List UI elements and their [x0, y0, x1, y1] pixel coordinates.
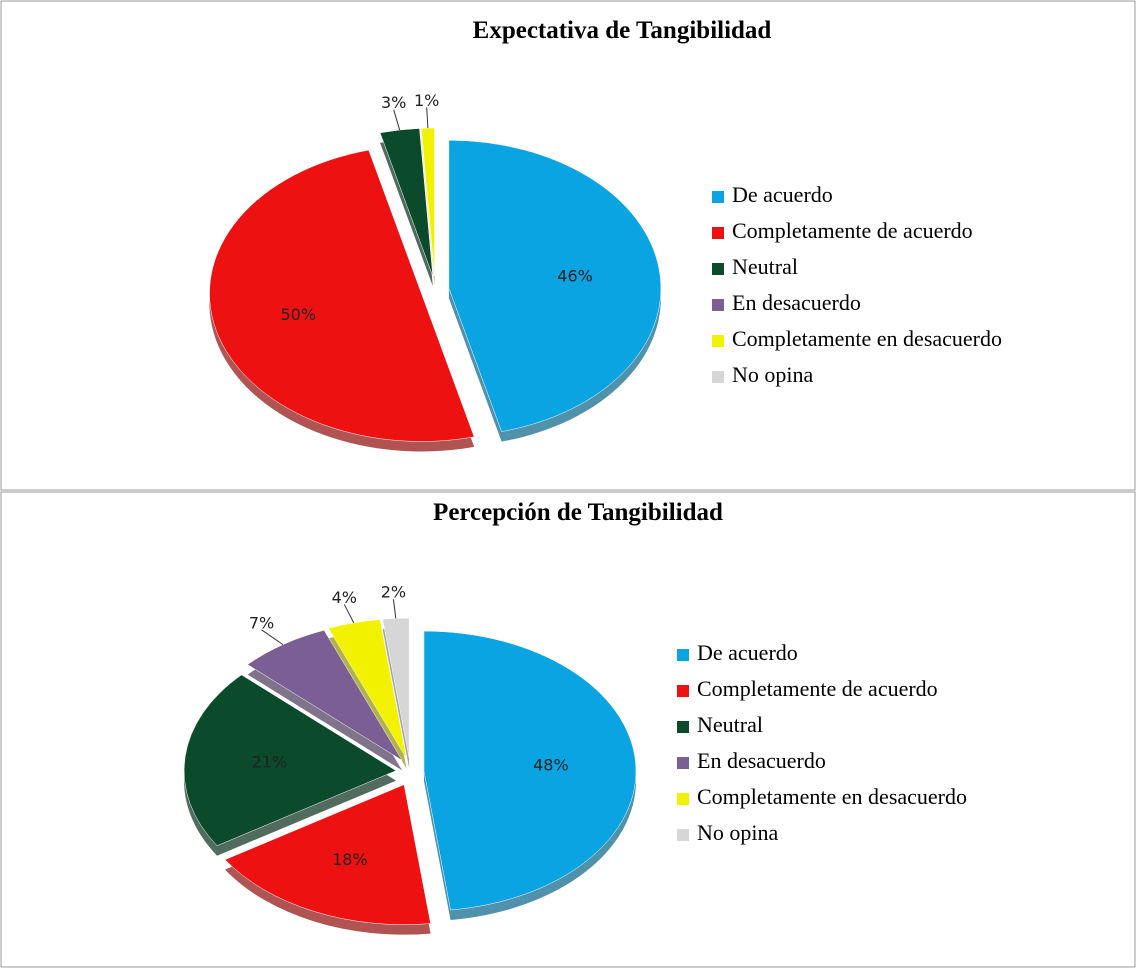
chart-title: Percepción de Tangibilidad: [433, 499, 723, 526]
legend-swatch: [712, 371, 724, 383]
data-label: 1%: [414, 91, 439, 110]
slice: [209, 149, 475, 442]
leader-line: [343, 604, 355, 624]
legend-swatch: [677, 685, 689, 697]
data-label: 21%: [252, 752, 288, 771]
slice: [224, 784, 431, 925]
leader-line: [393, 109, 401, 131]
legend-swatch: [712, 191, 724, 203]
legend-label: Completamente de acuerdo: [732, 218, 973, 243]
legend-label: Completamente en desacuerdo: [732, 326, 1002, 351]
legend-swatch: [677, 649, 689, 661]
legend-label: No opina: [697, 820, 779, 845]
leader-line: [426, 107, 429, 129]
data-label: 18%: [332, 850, 368, 869]
slice: [420, 127, 435, 277]
slice-side: [328, 629, 407, 769]
legend-swatch: [677, 721, 689, 733]
legend-label: En desacuerdo: [732, 290, 861, 315]
slice: [328, 619, 407, 759]
slice: [423, 630, 637, 911]
data-label: 7%: [249, 613, 274, 632]
legend-swatch: [712, 335, 724, 347]
legend-label: Neutral: [732, 254, 798, 279]
legend-swatch: [677, 793, 689, 805]
legend-label: En desacuerdo: [697, 748, 826, 773]
legend-label: De acuerdo: [732, 182, 833, 207]
leader-line: [261, 629, 284, 646]
legend-swatch: [677, 829, 689, 841]
legend-label: Neutral: [697, 712, 763, 737]
legend-swatch: [712, 263, 724, 275]
panel-border: [0, 0, 1136, 491]
legend-label: Completamente en desacuerdo: [697, 784, 967, 809]
legend-swatch: [712, 227, 724, 239]
slice: [183, 674, 397, 846]
data-label: 50%: [280, 305, 316, 324]
data-label: 46%: [557, 267, 593, 286]
data-label: 48%: [533, 755, 569, 774]
legend-label: De acuerdo: [697, 640, 798, 665]
slice: [420, 128, 435, 277]
legend-swatch: [677, 757, 689, 769]
data-label: 2%: [381, 583, 406, 602]
slice: [448, 139, 662, 432]
data-label: 4%: [332, 588, 357, 607]
legend-swatch: [712, 299, 724, 311]
slice: [382, 617, 410, 759]
panel-border: [0, 491, 1136, 968]
legend-label: Completamente de acuerdo: [697, 676, 938, 701]
data-label: 3%: [381, 93, 406, 112]
leader-line: [392, 599, 397, 619]
legend-label: No opina: [732, 362, 814, 387]
chart-title: Expectativa de Tangibilidad: [473, 17, 772, 44]
